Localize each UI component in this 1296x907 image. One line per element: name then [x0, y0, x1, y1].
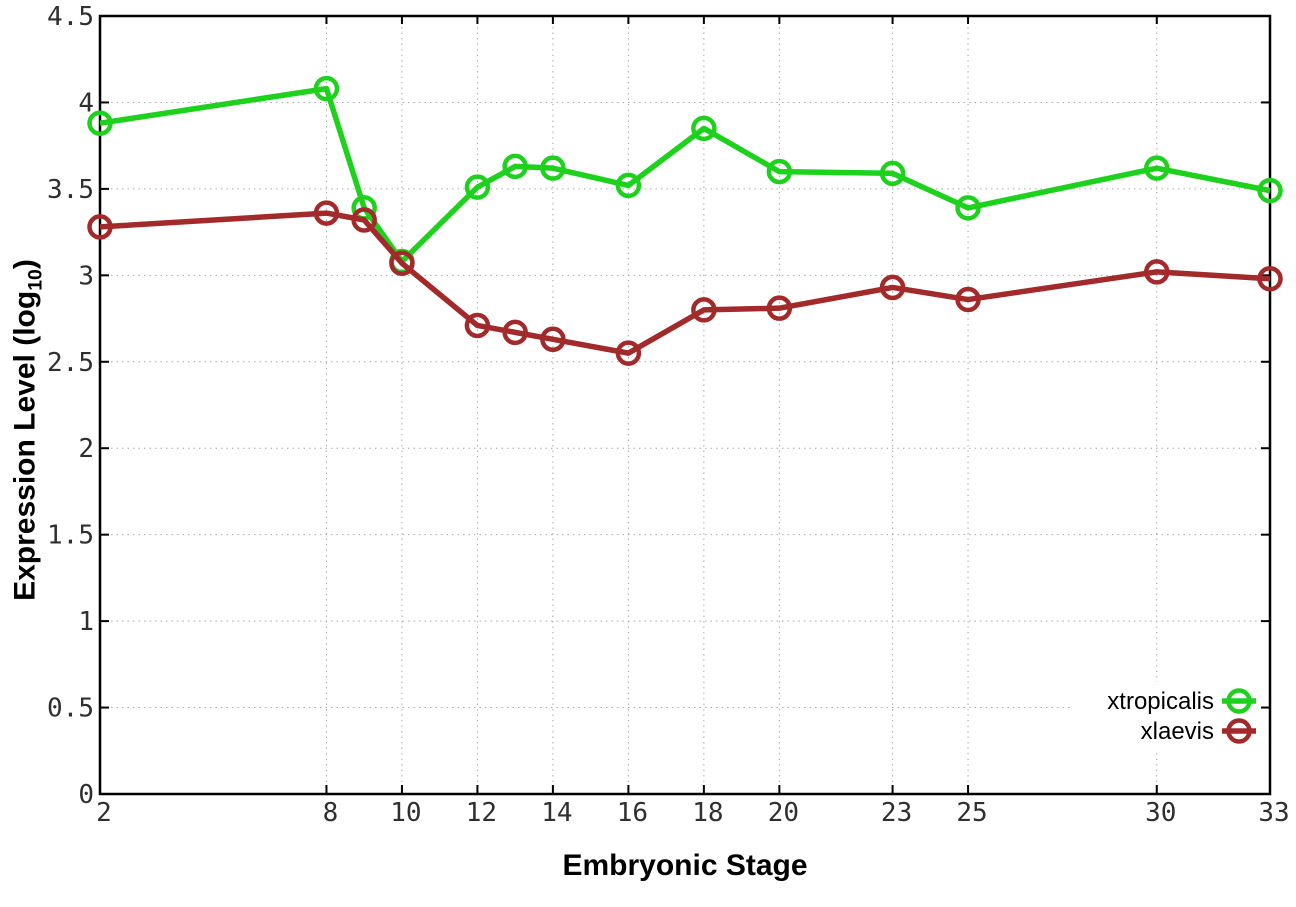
y-axis-title: Expression Level (log10) [9, 259, 48, 601]
y-tick-label: 2 [78, 434, 94, 464]
y-tick-label: 3.5 [47, 175, 94, 205]
data-point-xtropicalis-stage-30 [1144, 155, 1170, 181]
data-point-xtropicalis-stage-13 [502, 153, 528, 180]
x-tick-label: 18 [692, 798, 723, 828]
data-point-xtropicalis-stage-8 [313, 75, 340, 102]
data-point-xlaevis-stage-25 [955, 286, 981, 313]
data-point-xlaevis-stage-10 [389, 250, 415, 276]
data-point-xtropicalis-stage-33 [1257, 177, 1283, 204]
x-tick-label: 30 [1145, 798, 1176, 828]
x-tick-label: 16 [617, 798, 648, 828]
data-point-xtropicalis-stage-23 [879, 160, 906, 187]
y-tick-label: 4 [78, 88, 94, 118]
data-point-xlaevis-stage-16 [615, 340, 642, 366]
x-axis-title: Embryonic Stage [562, 849, 808, 882]
x-tick-label: 12 [466, 798, 497, 828]
x-tick-label: 10 [390, 798, 421, 828]
y-axis-title-close: ) [8, 259, 42, 270]
data-point-xlaevis-stage-30 [1144, 259, 1170, 285]
x-tick-label: 23 [881, 798, 912, 828]
y-tick-label: 2.5 [47, 348, 94, 378]
y-axis-title-subscript: 10 [24, 269, 47, 291]
y-tick-label: 1 [78, 607, 94, 637]
x-tick-label: 20 [768, 798, 799, 828]
data-point-xtropicalis-stage-2 [87, 110, 113, 136]
data-point-xlaevis-stage-33 [1257, 266, 1283, 292]
data-point-xtropicalis-stage-16 [615, 172, 642, 199]
data-point-xlaevis-stage-9 [351, 207, 377, 233]
data-point-xtropicalis-stage-12 [464, 174, 491, 200]
y-tick-label: 4.5 [47, 2, 94, 32]
data-point-xlaevis-stage-2 [87, 214, 113, 240]
data-point-xlaevis-stage-20 [766, 295, 793, 321]
x-tick-label: 33 [1258, 798, 1289, 828]
y-tick-label: 0 [78, 780, 94, 810]
data-point-xlaevis-stage-23 [879, 274, 906, 301]
y-tick-label: 0.5 [47, 694, 94, 724]
plot-border [98, 14, 1272, 796]
legend-sample-marker-xtropicalis [1226, 688, 1252, 714]
x-tick-label: 25 [956, 798, 987, 828]
series-line-xlaevis [99, 210, 1271, 356]
y-tick-label: 1.5 [47, 521, 94, 551]
x-tick-label: 8 [323, 798, 339, 828]
data-point-xlaevis-stage-8 [313, 200, 340, 226]
x-tick-label: 14 [541, 798, 572, 828]
y-tick-label: 3 [78, 261, 94, 291]
data-point-xtropicalis-stage-18 [691, 115, 717, 142]
y-axis-title-main: Expression Level (log [8, 290, 42, 601]
data-point-xlaevis-stage-12 [464, 312, 491, 339]
data-point-xtropicalis-stage-14 [540, 155, 566, 181]
x-tick-label: 2 [96, 798, 112, 828]
legend-label-xtropicalis: xtropicalis [1107, 688, 1214, 715]
data-point-xlaevis-stage-13 [502, 319, 528, 346]
data-point-xlaevis-stage-18 [691, 297, 717, 323]
data-point-xlaevis-stage-14 [540, 326, 566, 353]
data-point-xtropicalis-stage-25 [955, 195, 981, 221]
series-line-xtropicalis [99, 85, 1271, 265]
data-point-xtropicalis-stage-20 [766, 158, 793, 185]
legend-sample-marker-xlaevis [1226, 718, 1252, 744]
legend-label-xlaevis: xlaevis [1141, 718, 1214, 745]
